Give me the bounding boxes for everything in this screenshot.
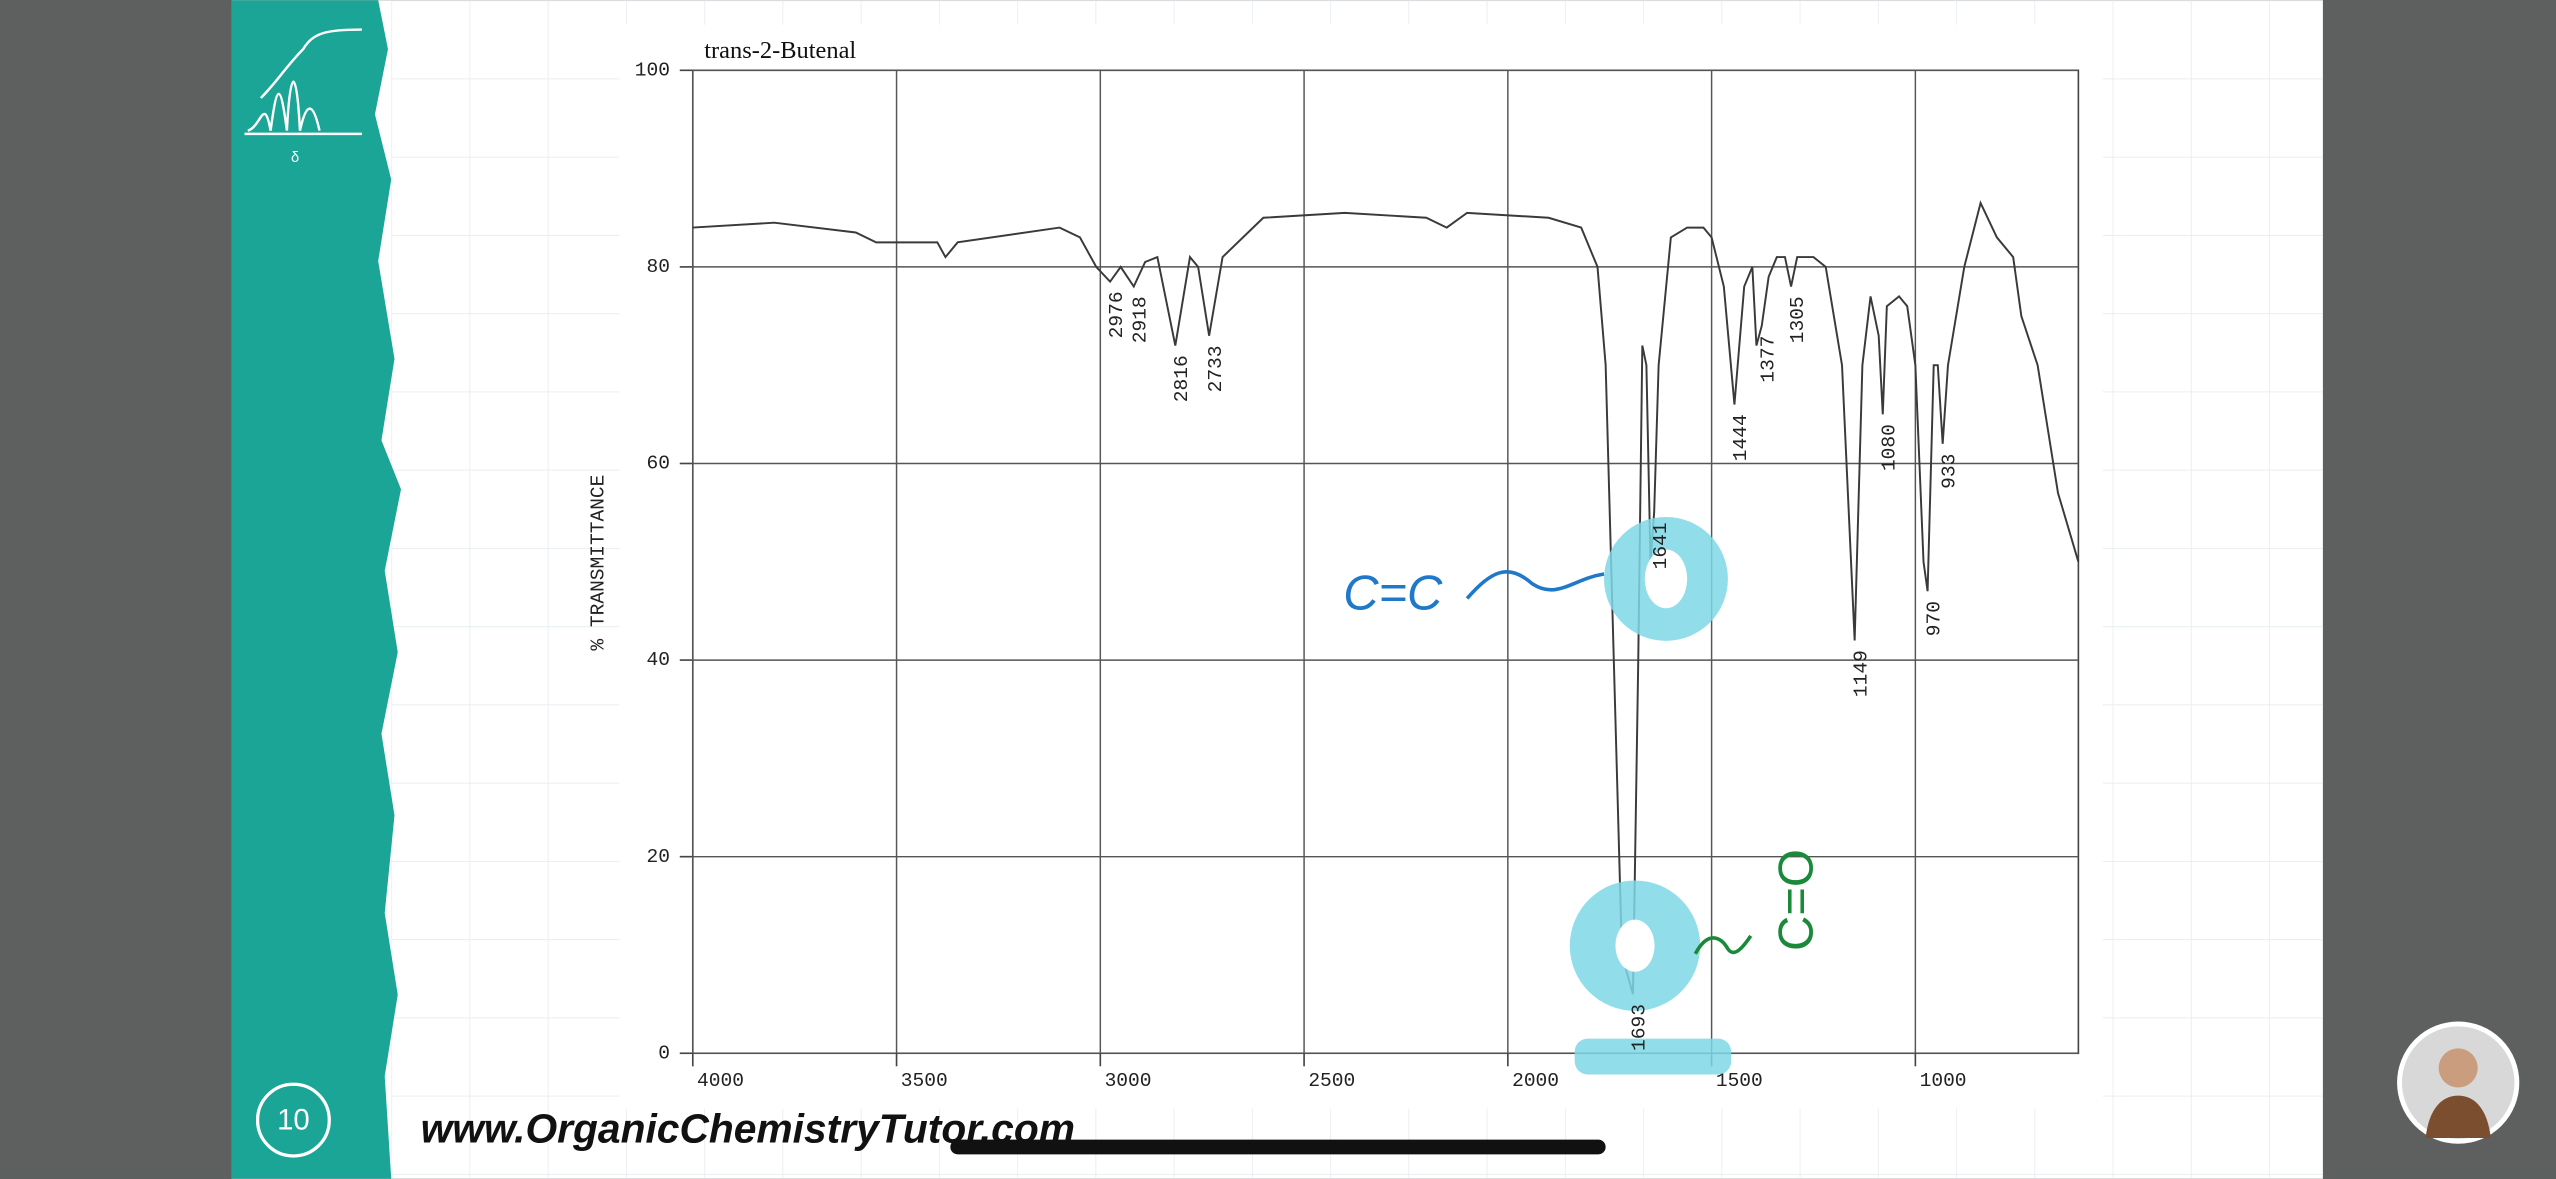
y-tick-label: 20: [647, 846, 670, 868]
peak-label: 1444: [1730, 414, 1752, 461]
right-bezel: [2322, 0, 2556, 1179]
svg-text:δ: δ: [291, 150, 299, 166]
slide-number-circle: [255, 1082, 331, 1158]
x-tick-label: 3000: [1105, 1070, 1152, 1092]
x-tick-label: 2000: [1512, 1070, 1559, 1092]
x-tick-label: 2500: [1308, 1070, 1355, 1092]
peak-label: 1149: [1850, 650, 1872, 697]
teal-strip: [231, 0, 402, 1179]
chart-title: trans-2-Butenal: [704, 37, 856, 64]
spectrum-line: [692, 200, 2080, 995]
peak-label: 1305: [1787, 296, 1809, 343]
x-tick-label: 1000: [1920, 1070, 1967, 1092]
highlight-center: [1644, 549, 1688, 609]
y-tick-label: 40: [647, 649, 670, 671]
peak-label: 970: [1923, 601, 1945, 636]
spectrum-sheet: [619, 24, 2103, 1109]
annotation: C=O: [1770, 849, 1824, 951]
peak-label: 2733: [1205, 345, 1227, 392]
y-tick-label: 100: [635, 59, 670, 81]
x-tick-label: 4000: [697, 1070, 744, 1092]
peak-label: 2976: [1106, 291, 1128, 338]
peak-label: 2918: [1129, 296, 1151, 343]
logo-icon: δ: [244, 28, 362, 166]
peak-label: 933: [1938, 454, 1960, 489]
x-tick-label: 3500: [901, 1070, 948, 1092]
x-tick-label: 1500: [1716, 1070, 1763, 1092]
y-tick-label: 0: [658, 1042, 670, 1064]
peak-label: 1080: [1878, 424, 1900, 471]
highlights: [1569, 516, 1732, 1075]
slide-number: 10: [277, 1103, 310, 1136]
peak-label: 1377: [1757, 336, 1779, 383]
peak-label: 1641: [1650, 522, 1672, 569]
squiggle: [1465, 570, 1605, 600]
avatar-body: [2425, 1095, 2491, 1139]
highlight-center: [1615, 919, 1655, 972]
overlay: 2976 2918 2816 2733 1693 1641 1444 1377 1305 1149…: [1106, 291, 1961, 1051]
left-bezel: [0, 0, 232, 1179]
avatar-head: [2438, 1048, 2478, 1088]
home-indicator: [950, 1139, 1606, 1155]
peak-label: 1693: [1629, 1004, 1651, 1051]
squiggle: [1693, 934, 1753, 955]
y-tick-label: 60: [647, 453, 670, 475]
annotation: C=C: [1343, 567, 1443, 621]
highlight: [1574, 1038, 1732, 1075]
plot: trans-2-Butenal % TRANSMITTANCE 0 20 40 60 80 1…: [587, 37, 2080, 1092]
y-axis-label: % TRANSMITTANCE: [587, 475, 609, 651]
y-tick-label: 80: [647, 256, 670, 278]
peak-label: 2816: [1171, 355, 1193, 402]
